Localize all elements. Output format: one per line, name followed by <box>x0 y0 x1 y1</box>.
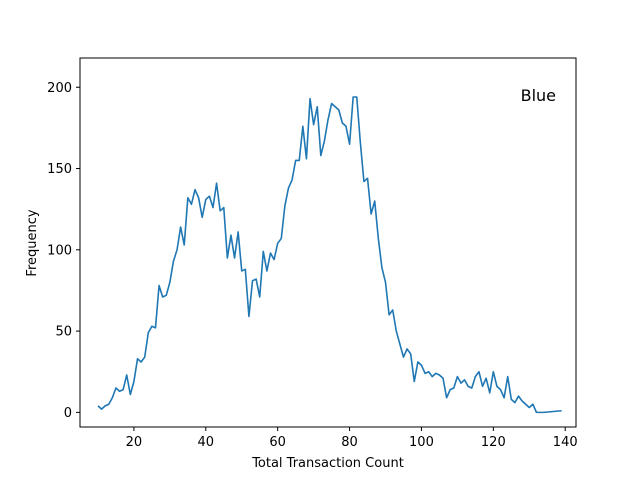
y-axis-label: Frequency <box>25 209 40 276</box>
chart-annotation: Blue <box>521 86 556 105</box>
y-tick-label: 50 <box>55 325 72 340</box>
y-tick-label: 200 <box>47 81 72 96</box>
y-tick-label: 100 <box>47 243 72 258</box>
plot-frame <box>79 57 577 428</box>
y-tick-label: 0 <box>64 406 72 421</box>
x-tick-label: 60 <box>269 435 286 450</box>
x-tick-label: 20 <box>126 435 143 450</box>
series-line-0 <box>97 96 562 414</box>
y-tick-label: 150 <box>47 162 72 177</box>
plot-area <box>97 96 562 414</box>
x-tick-label: 120 <box>481 435 506 450</box>
x-tick-label: 80 <box>341 435 358 450</box>
x-tick-label: 140 <box>553 435 578 450</box>
x-tick-label: 100 <box>409 435 434 450</box>
y-axis-ticks: 0 50 100 150 200 <box>47 81 80 421</box>
x-axis-ticks: 20 40 60 80 100 120 140 <box>126 427 578 450</box>
x-tick-label: 40 <box>198 435 215 450</box>
x-axis-label: Total Transaction Count <box>251 456 404 471</box>
